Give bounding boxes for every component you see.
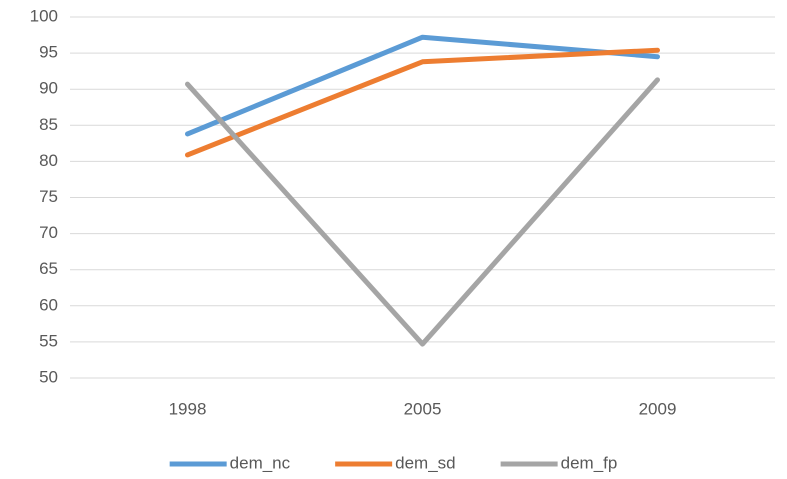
x-tick-label: 2009: [639, 399, 677, 418]
y-tick-label: 70: [39, 223, 58, 242]
x-tick-label: 1998: [169, 399, 207, 418]
legend-label: dem_nc: [230, 453, 291, 472]
x-tick-label: 2005: [404, 399, 442, 418]
line-series: [185, 34, 660, 137]
y-tick-label: 85: [39, 115, 58, 134]
y-tick-label: 75: [39, 187, 58, 206]
y-tick-label: 60: [39, 295, 58, 314]
line-series: [185, 47, 660, 158]
line-series: [185, 77, 660, 347]
y-tick-label: 50: [39, 367, 58, 386]
y-tick-label: 90: [39, 79, 58, 98]
y-tick-label: 95: [39, 43, 58, 62]
y-tick-label: 65: [39, 259, 58, 278]
y-tick-label: 55: [39, 331, 58, 350]
legend-label: dem_sd: [395, 453, 455, 472]
legend-label: dem_fp: [561, 453, 618, 472]
y-tick-label: 100: [30, 6, 58, 25]
y-tick-label: 80: [39, 151, 58, 170]
